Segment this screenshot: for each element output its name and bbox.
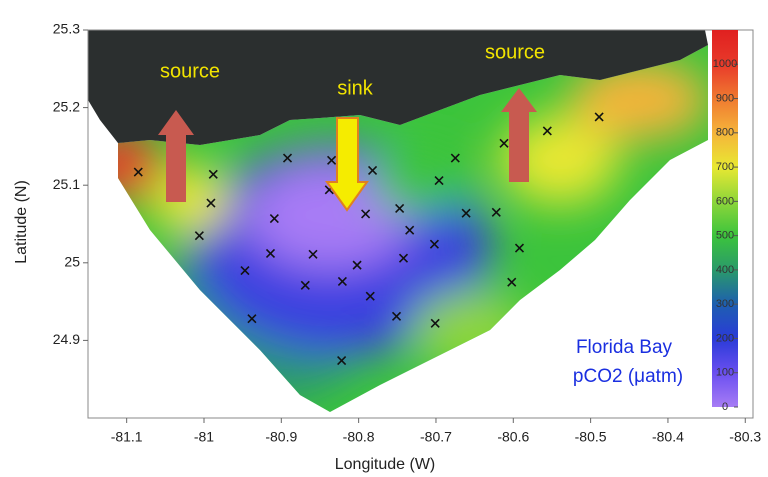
station-marker — [300, 280, 310, 290]
y-tick-label: 25.2 — [53, 98, 80, 114]
station-marker — [206, 198, 216, 208]
colorbar-tick-label: 400 — [716, 264, 734, 276]
plot-frame — [87, 29, 754, 419]
y-tick-label: 25 — [64, 254, 80, 270]
colorbar-tick-label: 1000 — [713, 58, 737, 70]
colorbar-tick-label: 300 — [716, 298, 734, 310]
station-marker — [327, 155, 337, 165]
station-marker — [133, 167, 143, 177]
station-marker — [247, 314, 257, 324]
map-label: Florida Bay — [576, 337, 673, 358]
station-marker — [434, 175, 444, 186]
station-marker — [282, 153, 293, 163]
station-marker — [208, 169, 218, 179]
x-tick-label: -80.8 — [343, 429, 375, 445]
stations — [133, 112, 604, 366]
x-axis-label: Longitude (W) — [335, 456, 436, 473]
station-marker — [491, 207, 501, 217]
station-marker — [337, 356, 347, 366]
station-marker — [361, 209, 371, 219]
station-marker — [514, 243, 525, 253]
station-marker — [542, 126, 552, 136]
annotation: source — [160, 60, 220, 82]
station-marker — [405, 225, 415, 235]
station-marker — [352, 260, 362, 270]
station-marker — [507, 277, 517, 287]
x-tick-label: -80.5 — [575, 429, 607, 445]
x-tick-label: -81.1 — [111, 429, 143, 445]
annotation: source — [485, 41, 545, 63]
y-tick-label: 24.9 — [53, 331, 80, 347]
x-tick-label: -80.3 — [729, 429, 761, 445]
station-marker — [269, 214, 279, 224]
station-marker — [240, 265, 250, 276]
station-marker — [429, 239, 439, 249]
station-marker — [337, 276, 347, 286]
x-tick-label: -80.9 — [265, 429, 297, 445]
x-tick-label: -80.6 — [497, 429, 529, 445]
colorbar-tick-label: 0 — [722, 401, 728, 413]
colorbar-tick-label: 100 — [716, 367, 734, 379]
station-marker — [450, 153, 460, 163]
colorbar-tick-label: 900 — [716, 92, 734, 104]
map-label: pCO2 (μatm) — [573, 366, 683, 387]
station-marker — [308, 249, 318, 259]
source-arrow — [501, 88, 537, 182]
station-marker — [594, 112, 604, 122]
colorbar-tick-label: 700 — [716, 161, 734, 173]
station-marker — [395, 203, 405, 214]
station-marker — [194, 231, 204, 241]
x-tick-label: -80.4 — [652, 429, 684, 445]
source-arrow — [158, 110, 194, 202]
colorbar — [712, 30, 738, 407]
station-marker — [391, 311, 402, 321]
station-marker — [265, 248, 276, 259]
station-marker — [365, 291, 375, 301]
x-tick-label: -80.7 — [420, 429, 452, 445]
annotation: sink — [337, 77, 374, 99]
colorbar-tick-label: 600 — [716, 195, 734, 207]
sink-arrow — [325, 117, 369, 212]
colorbar-tick-label: 800 — [716, 127, 734, 139]
colorbar-tick-label: 200 — [716, 332, 734, 344]
station-marker — [398, 253, 409, 263]
y-axis-label: Latitude (N) — [13, 180, 30, 264]
x-tick-label: -81 — [194, 429, 214, 445]
station-marker — [430, 318, 440, 328]
colorbar-tick-label: 500 — [716, 230, 734, 242]
land — [88, 30, 708, 145]
station-marker — [367, 165, 378, 176]
y-tick-label: 25.1 — [53, 176, 80, 192]
y-tick-label: 25.3 — [53, 21, 80, 37]
station-marker — [499, 138, 509, 148]
station-marker — [461, 208, 471, 218]
